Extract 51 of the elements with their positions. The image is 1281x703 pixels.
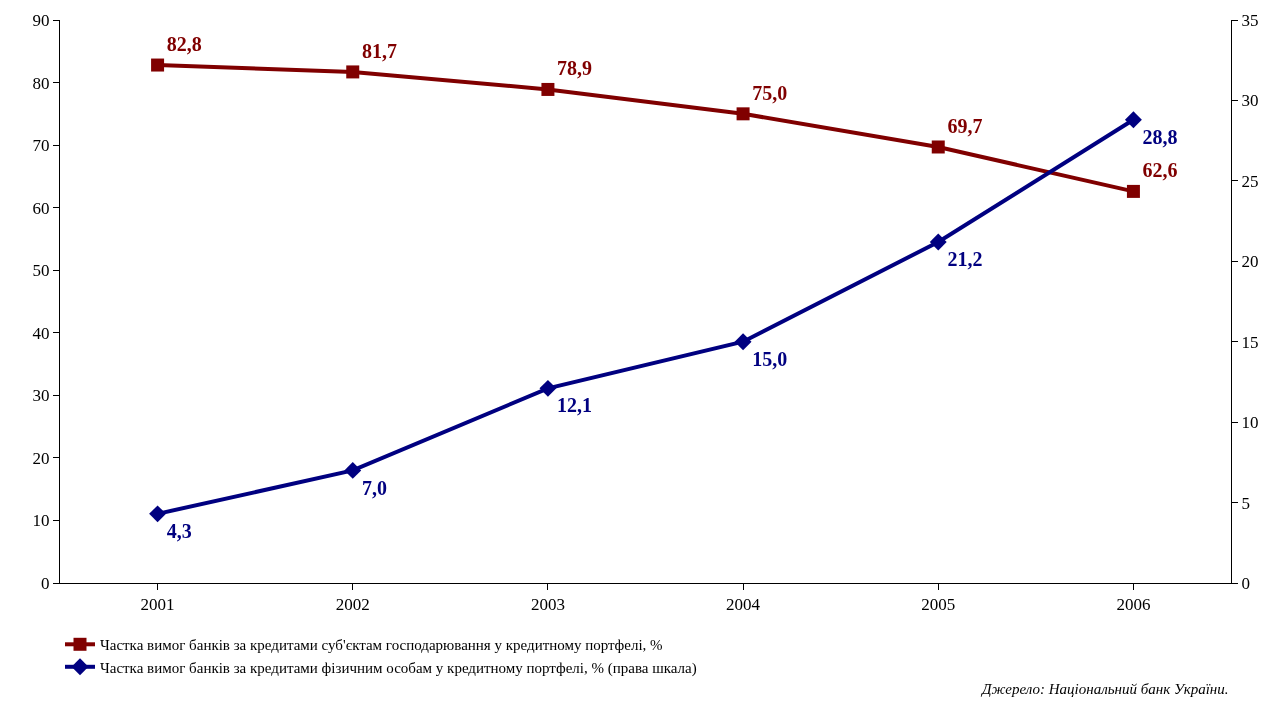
data-label: 82,8: [166, 32, 202, 55]
y2-tick-label: 15: [1241, 332, 1259, 352]
y-tick-label: 90: [32, 10, 50, 30]
data-label: 75,0: [752, 81, 788, 104]
point: [151, 58, 165, 72]
data-label: 78,9: [557, 57, 593, 80]
data-label: 21,2: [947, 248, 983, 271]
point: [734, 333, 752, 351]
text: Джерело: Національний банк України.: [980, 681, 1229, 697]
data-label: 62,6: [1142, 159, 1178, 182]
x-tick-label: 2002: [335, 595, 370, 615]
y-tick-label: 20: [32, 448, 50, 468]
y2-tick-label: 25: [1241, 171, 1259, 191]
y2-tick-label: 30: [1241, 91, 1259, 111]
data-label: 28,8: [1142, 125, 1178, 148]
y-tick-label: 50: [32, 261, 50, 281]
point: [539, 379, 557, 397]
point: [541, 82, 555, 96]
point: [344, 461, 362, 479]
y-tick-label: 40: [32, 323, 50, 343]
y-tick-label: 0: [41, 573, 50, 593]
point: [1126, 184, 1140, 198]
legend-label: Частка вимог банків за кредитами фізичним особам у кредитному портфелі, % (права шкала): [100, 659, 697, 677]
data-label: 69,7: [947, 114, 983, 137]
y-tick-label: 80: [32, 73, 50, 93]
x-tick-label: 2004: [726, 595, 761, 615]
point: [736, 107, 750, 121]
point: [931, 140, 945, 154]
y2-tick-label: 0: [1241, 573, 1250, 593]
y2-tick-label: 35: [1241, 10, 1259, 30]
y-tick-label: 30: [32, 386, 50, 406]
data-label: 15,0: [752, 347, 788, 370]
data-label: 7,0: [361, 476, 387, 499]
x-tick-label: 2001: [140, 595, 175, 615]
data-label: 81,7: [361, 39, 397, 62]
data-label: 4,3: [166, 519, 192, 542]
point: [346, 65, 360, 79]
x-tick-label: 2006: [1116, 595, 1151, 615]
data-label: 12,1: [557, 394, 593, 417]
x-tick-label: 2005: [921, 595, 956, 615]
legend-label: Частка вимог банків за кредитами суб'єктам господарювання у кредитному портфелі, %: [100, 637, 663, 654]
point: [149, 505, 167, 523]
y2-tick-label: 5: [1241, 493, 1250, 513]
point: [1124, 111, 1142, 129]
y2-tick-label: 10: [1241, 413, 1259, 433]
x-tick-label: 2003: [530, 595, 565, 615]
y-tick-label: 60: [32, 198, 50, 218]
y-tick-label: 70: [32, 136, 50, 156]
y-tick-label: 10: [32, 511, 50, 531]
point: [929, 233, 947, 251]
y2-tick-label: 20: [1241, 252, 1259, 272]
